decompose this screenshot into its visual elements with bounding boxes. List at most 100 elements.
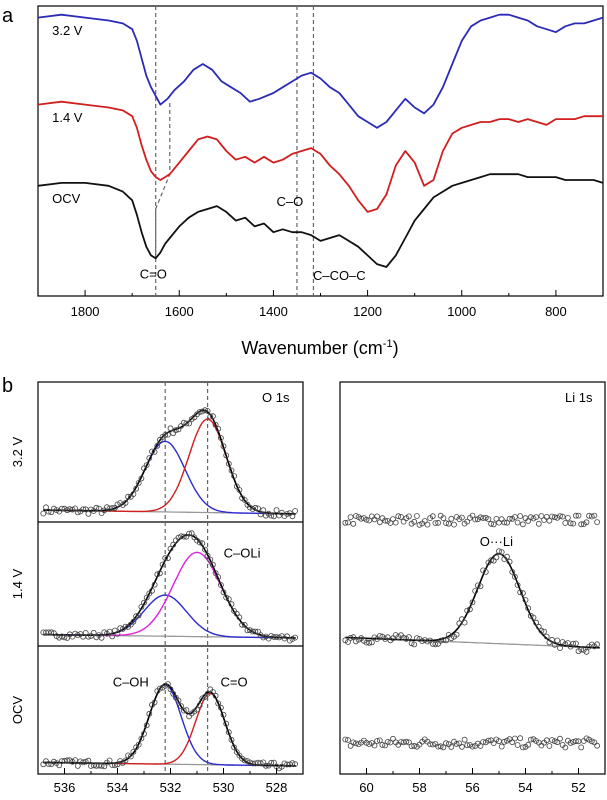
o1s-data-point [85,510,92,517]
ftir-tick-label: 800 [545,304,567,319]
li1s-data-point [411,641,418,648]
li1s-data-point [583,519,590,526]
o1s-row [40,407,299,520]
o1s-data-point [281,760,288,767]
o1s-component-label: C–OLi [224,546,261,561]
o1s-rows [40,407,299,772]
li1s-data-point [498,743,505,750]
o1s-data-point [228,467,235,474]
li1s-data-point [588,513,595,520]
li1s-data-point [573,512,579,519]
o1s-data-point [170,541,177,548]
li1s-data-point [379,742,386,748]
li1s-data-point [504,553,510,560]
o1s-data-point [130,749,137,755]
li1s-data-point [496,548,502,555]
li1s-data-point [551,641,558,648]
li1s-data-point [514,519,521,526]
o1s-component-line [43,692,296,767]
li1s-data-point [390,735,396,742]
li1s-data-point [398,514,404,520]
o1s-data-point [204,552,211,559]
o1s-data-point [212,692,219,699]
o1s-data-point [104,504,110,511]
o1s-data-point [61,634,68,641]
o1s-data-point [244,627,251,634]
li1s-title: Li 1s [565,390,593,405]
o1s-data-point [143,594,150,601]
li1s-data-point [403,738,410,745]
ftir-series-line [37,173,604,268]
o1s-data-point [66,506,73,513]
o1s-data-point [183,707,190,713]
o1s-data-point [273,634,280,640]
li1s-data-point [594,519,600,525]
li1s-data-point [371,742,378,749]
li1s-data-point [541,517,547,523]
o1s-data-point [149,448,155,455]
o1s-data-point [260,507,267,514]
o1s-data-point [109,505,116,512]
li1s-data-point [522,597,529,603]
xps-o1s-chart: C–OLi C–OH C=O 536 534 532 530 528 3.2 V 1.4 V O… [10,381,304,795]
o1s-data-point [69,506,76,513]
o1s-data-point [217,435,224,441]
li1s-data-point [578,646,585,653]
ftir-series-line [37,13,604,129]
o1s-data-point [268,512,275,519]
o1s-data-point [80,506,86,513]
li1s-data-point [501,519,508,526]
li1s-data-point [413,513,420,519]
li1s-data-point [493,554,500,561]
li1s-data-point [573,640,579,647]
o1s-data-point [180,707,187,714]
li1s-data-point [405,634,412,640]
o1s-data-point [270,513,277,520]
li1s-data-point [551,514,558,521]
li1s-data-point [594,641,600,648]
o1s-row-label: 3.2 V [10,436,25,467]
o1s-data-point [249,760,256,767]
li1s-data-point [374,513,381,520]
ftir-x-ticks: 1800 1600 1400 1200 1000 800 [37,290,604,319]
li1s-data-point [363,516,370,523]
ftir-annotations: C=O C–O C–CO–C [140,194,366,283]
o1s-data-point [273,507,280,514]
li1s-data-point [538,627,545,634]
o1s-data-point [127,753,134,760]
panel-label-a: a [2,5,14,27]
o1s-component-label: C–OH [113,674,149,689]
o1s-data-point [98,762,105,769]
o1s-tick-label: 534 [107,780,129,795]
o1s-x-ticks: 536 534 532 530 528 [37,768,304,795]
li1s-data-point [546,743,553,749]
o1s-data-point [74,632,81,638]
li1s-data-point [469,743,476,750]
li1s-data-point [342,736,349,743]
o1s-data-point [289,513,296,520]
o1s-data-point [138,475,145,482]
o1s-tick-label: 532 [160,780,182,795]
o1s-data-point [164,681,171,687]
o1s-data-point [223,720,230,727]
o1s-data-point [112,762,118,769]
o1s-data-point [180,419,187,426]
o1s-data-point [268,759,275,766]
li1s-data-point [557,513,563,519]
o1s-data-point [138,735,145,742]
li1s-data-point [437,743,444,750]
o1s-data-point [196,409,203,415]
o1s-data-point [162,555,169,561]
o1s-data-point [241,757,248,764]
li1s-data-point [472,588,479,594]
li1s-data-point [366,517,373,524]
o1s-component-line [43,440,296,515]
o1s-data-point [204,408,211,414]
li1s-data-point [570,640,577,647]
li1s-data-point [557,645,563,651]
o1s-data-point [156,685,163,692]
o1s-data-point [59,505,65,512]
ftir-series [37,13,604,268]
o1s-data-point [162,431,169,438]
li1s-data-point [461,619,468,626]
